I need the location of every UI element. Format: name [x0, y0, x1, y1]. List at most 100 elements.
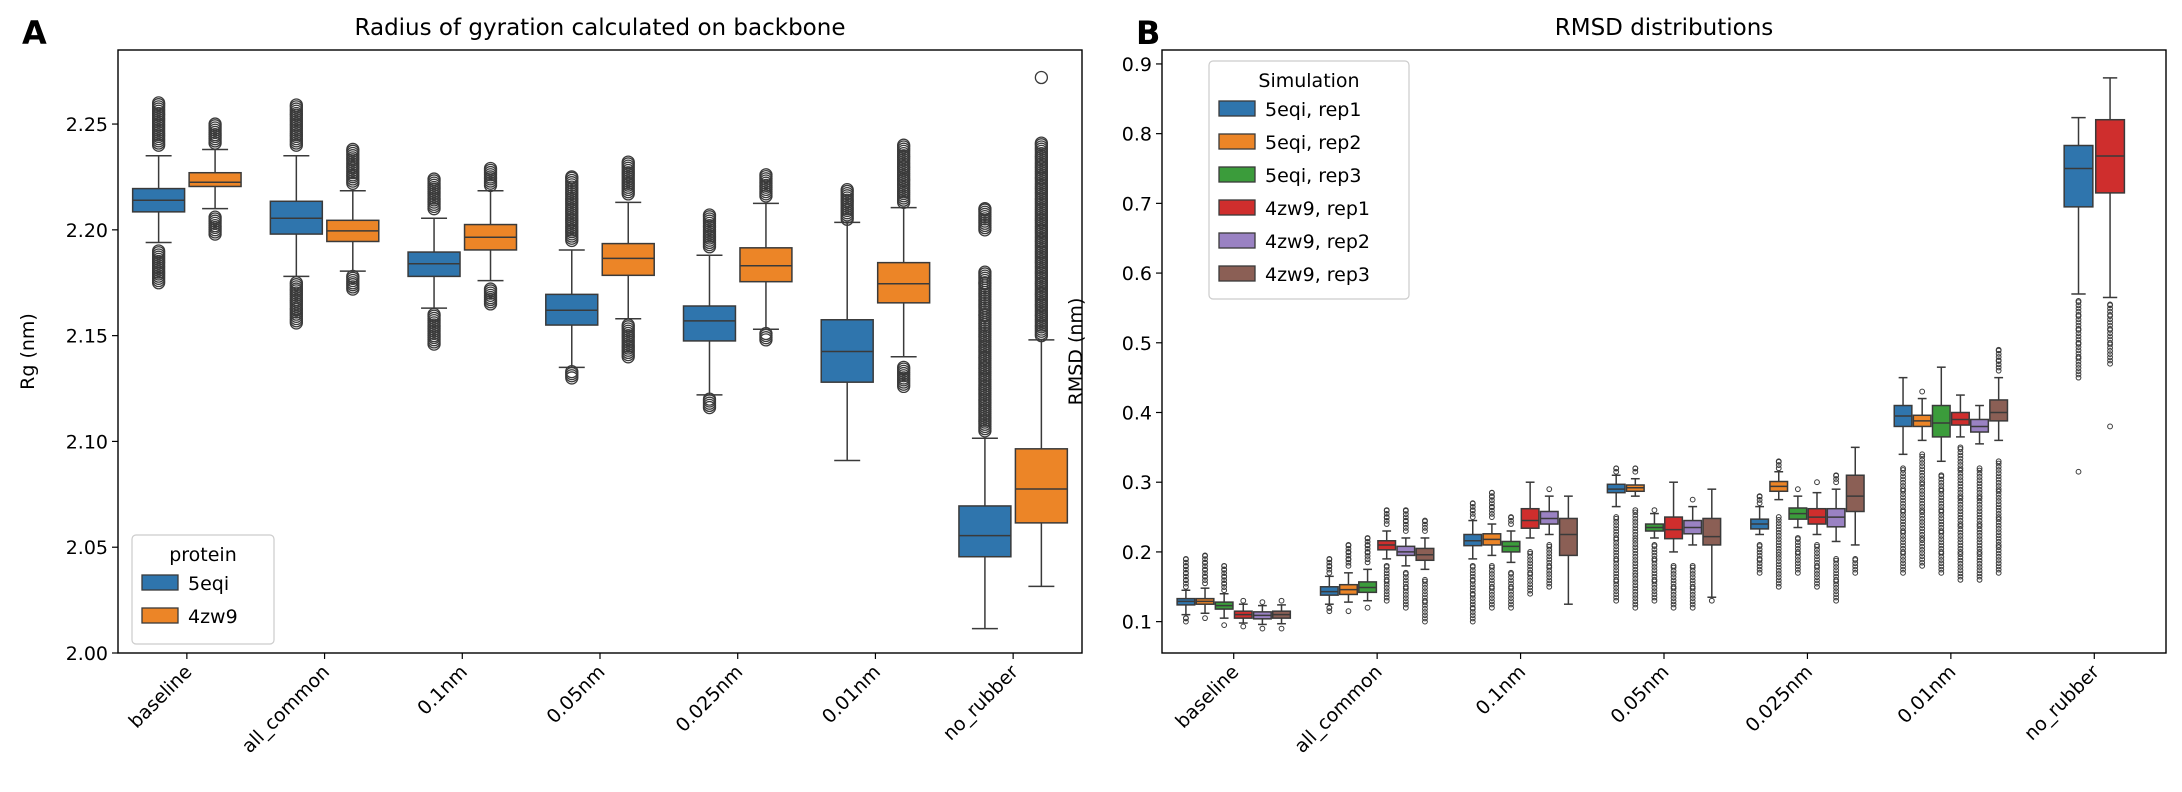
outlier-point	[208, 117, 222, 131]
x-tick-label: 0.025nm	[672, 661, 748, 737]
outlier-point	[1488, 514, 1495, 520]
outlier-point	[1919, 453, 1926, 460]
outlier-point	[483, 282, 498, 296]
outlier-point	[1183, 555, 1189, 562]
outlier-point	[1402, 517, 1409, 524]
outlier-point	[1613, 570, 1620, 577]
outlier-point	[1957, 545, 1964, 552]
outlier-point	[1527, 560, 1534, 567]
outlier-point	[1345, 555, 1352, 562]
y-tick-label: 2.05	[66, 537, 108, 559]
box-5eqi-rep1-baseline	[1176, 555, 1196, 625]
outlier-point	[1995, 504, 2002, 511]
outlier-point	[1651, 507, 1658, 513]
outlier-point	[1613, 597, 1620, 604]
outlier-point	[1488, 493, 1495, 500]
box-4zw9-rep2-0.05nm	[1683, 496, 1703, 611]
legend-label: 4zw9, rep1	[1265, 198, 1370, 220]
outlier-point	[1383, 585, 1390, 591]
box-body	[2063, 144, 2094, 208]
outlier-point	[1345, 542, 1352, 548]
outlier-point	[1976, 486, 1983, 493]
outlier-point	[1814, 550, 1820, 556]
box-body	[1702, 517, 1722, 546]
outlier-point	[1326, 608, 1333, 615]
outlier-point	[1508, 577, 1514, 584]
outlier-point	[2075, 312, 2082, 318]
outlier-point	[1546, 553, 1553, 560]
outlier-point	[1221, 566, 1228, 573]
box-4zw9-rep3-0.05nm	[1702, 488, 1722, 604]
outlier-point	[1938, 515, 1945, 522]
outlier-point	[289, 98, 303, 112]
outlier-point	[1919, 456, 1926, 463]
outlier-point	[1976, 501, 1983, 508]
outlier-point	[1995, 460, 2002, 467]
outlier-point	[840, 182, 854, 197]
outlier-point	[1919, 528, 1926, 535]
box-body	[1664, 516, 1684, 540]
outlier-point	[1775, 551, 1782, 558]
outlier-point	[1976, 576, 1983, 583]
outlier-point	[1900, 569, 1906, 576]
outlier-point	[1995, 542, 2002, 548]
outlier-point	[2107, 319, 2113, 326]
outlier-point	[1364, 549, 1371, 555]
outlier-point	[1651, 542, 1658, 548]
outlier-point	[1919, 463, 1926, 470]
outlier-point	[1976, 554, 1983, 561]
box-4zw9-no_rubber	[1014, 70, 1069, 588]
legend-swatch	[141, 574, 179, 591]
outlier-point	[2107, 308, 2113, 315]
outlier-point	[1383, 514, 1390, 520]
outlier-point	[1957, 536, 1964, 543]
outlier-point	[1900, 521, 1906, 528]
box-body	[1989, 399, 2009, 422]
outlier-point	[1613, 564, 1620, 570]
outlier-point	[1422, 521, 1428, 528]
outlier-point	[1814, 542, 1820, 548]
outlier-point	[1995, 364, 2002, 371]
outlier-point	[1995, 560, 2002, 567]
outlier-point	[1326, 562, 1333, 569]
legend-label: 5eqi, rep3	[1265, 165, 1361, 187]
outlier-point	[1383, 517, 1390, 524]
outlier-point	[1995, 507, 2002, 514]
y-tick-label: 2.10	[66, 431, 108, 453]
outlier-point	[1775, 520, 1782, 527]
outlier-point	[1919, 535, 1926, 541]
outlier-point	[1546, 577, 1553, 584]
box-5eqi-rep1-0.025nm	[1750, 493, 1770, 576]
outlier-point	[1995, 529, 2002, 536]
box-5eqi-0.05nm	[545, 170, 599, 385]
outlier-point	[1833, 555, 1840, 562]
plot-frame	[117, 49, 1083, 654]
outlier-point	[1957, 551, 1964, 558]
outlier-point	[1546, 562, 1553, 569]
outlier-point	[1976, 467, 1983, 474]
outlier-point	[1689, 577, 1696, 584]
outlier-point	[1938, 472, 1945, 479]
outlier-point	[1488, 574, 1495, 581]
outlier-point	[1900, 539, 1906, 546]
outlier-point	[1995, 357, 2002, 364]
outlier-point	[1469, 618, 1476, 625]
legend-title: Simulation	[1258, 70, 1359, 92]
outlier-point	[1651, 588, 1658, 595]
outlier-point	[1402, 577, 1409, 584]
outlier-point	[1402, 598, 1409, 605]
outlier-point	[1527, 587, 1534, 594]
outlier-point	[1995, 463, 2002, 470]
outlier-point	[2075, 468, 2082, 475]
box-4zw9-rep3-0.025nm	[1845, 446, 1865, 576]
outlier-point	[1794, 563, 1801, 570]
outlier-point	[1632, 572, 1639, 579]
outlier-point	[1756, 566, 1763, 573]
box-5eqi-0.025nm	[682, 208, 737, 415]
outlier-point	[1814, 571, 1820, 577]
outlier-point	[1957, 467, 1964, 474]
outlier-point	[2107, 336, 2113, 343]
y-tick-label: 0.8	[1122, 124, 1152, 146]
outlier-point	[1383, 510, 1390, 517]
x-tick-label: 0.01nm	[1893, 661, 1960, 728]
